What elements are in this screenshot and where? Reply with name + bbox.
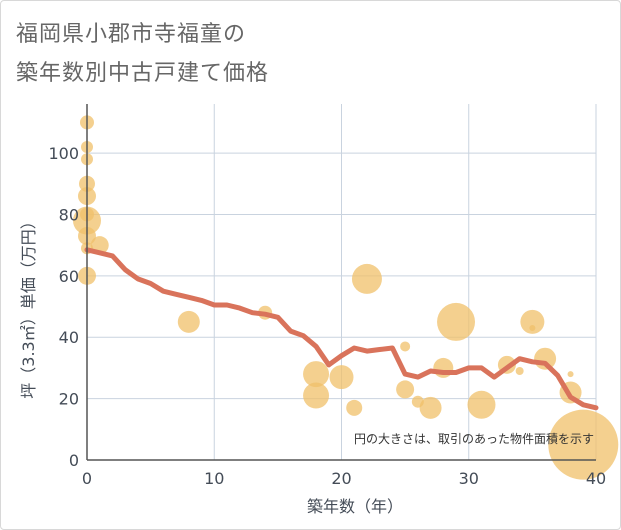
bubble-21: [419, 396, 442, 419]
axes: [86, 104, 596, 461]
y-tick-label-60: 60: [59, 267, 79, 286]
y-tick-label-0: 0: [69, 451, 79, 470]
bubble-11: [177, 310, 200, 333]
bubble-13: [303, 361, 330, 388]
x-tick-label-30: 30: [459, 469, 479, 488]
average-price-line: [84, 247, 599, 411]
x-tick-label-10: 10: [204, 469, 224, 488]
bubble-26: [515, 367, 524, 375]
average-line-layer: [84, 247, 599, 411]
x-tick-label-20: 20: [331, 469, 351, 488]
size-note: 円の大きさは、取引のあった物件面積を示す: [354, 431, 594, 446]
bubble-27: [520, 309, 545, 334]
y-tick-label-20: 20: [59, 390, 79, 409]
chart-title-line2: 築年数別中古戸建て価格: [16, 61, 270, 86]
x-tick-label-40: 40: [586, 469, 606, 488]
bubble-28: [529, 325, 536, 332]
bubble-30: [567, 371, 574, 378]
bubble-17: [351, 263, 382, 294]
x-tick-label-0: 0: [82, 469, 92, 488]
bubble-15: [329, 365, 354, 390]
y-tick-label-40: 40: [59, 328, 79, 347]
bubble-23: [437, 302, 476, 341]
y-tick-label-80: 80: [59, 205, 79, 224]
tick-labels: 0 10 20 30 40 0 20 40 60 80 100: [48, 144, 606, 488]
chart-title-line1: 福岡県小郡市寺福童の: [16, 22, 247, 47]
bubble-16: [346, 399, 363, 416]
bubble-18: [400, 341, 411, 352]
grid-lines: [87, 104, 597, 460]
x-axis-title: 築年数（年）: [307, 497, 403, 516]
bubble-24: [467, 390, 496, 419]
bubble-32: [548, 409, 619, 480]
bubble-series: [73, 115, 619, 480]
bubble-19: [396, 380, 415, 399]
bubble-14: [303, 382, 330, 409]
y-tick-label-100: 100: [48, 144, 79, 163]
y-axis-title: 坪（3.3㎡）単価（万円）: [19, 213, 38, 398]
